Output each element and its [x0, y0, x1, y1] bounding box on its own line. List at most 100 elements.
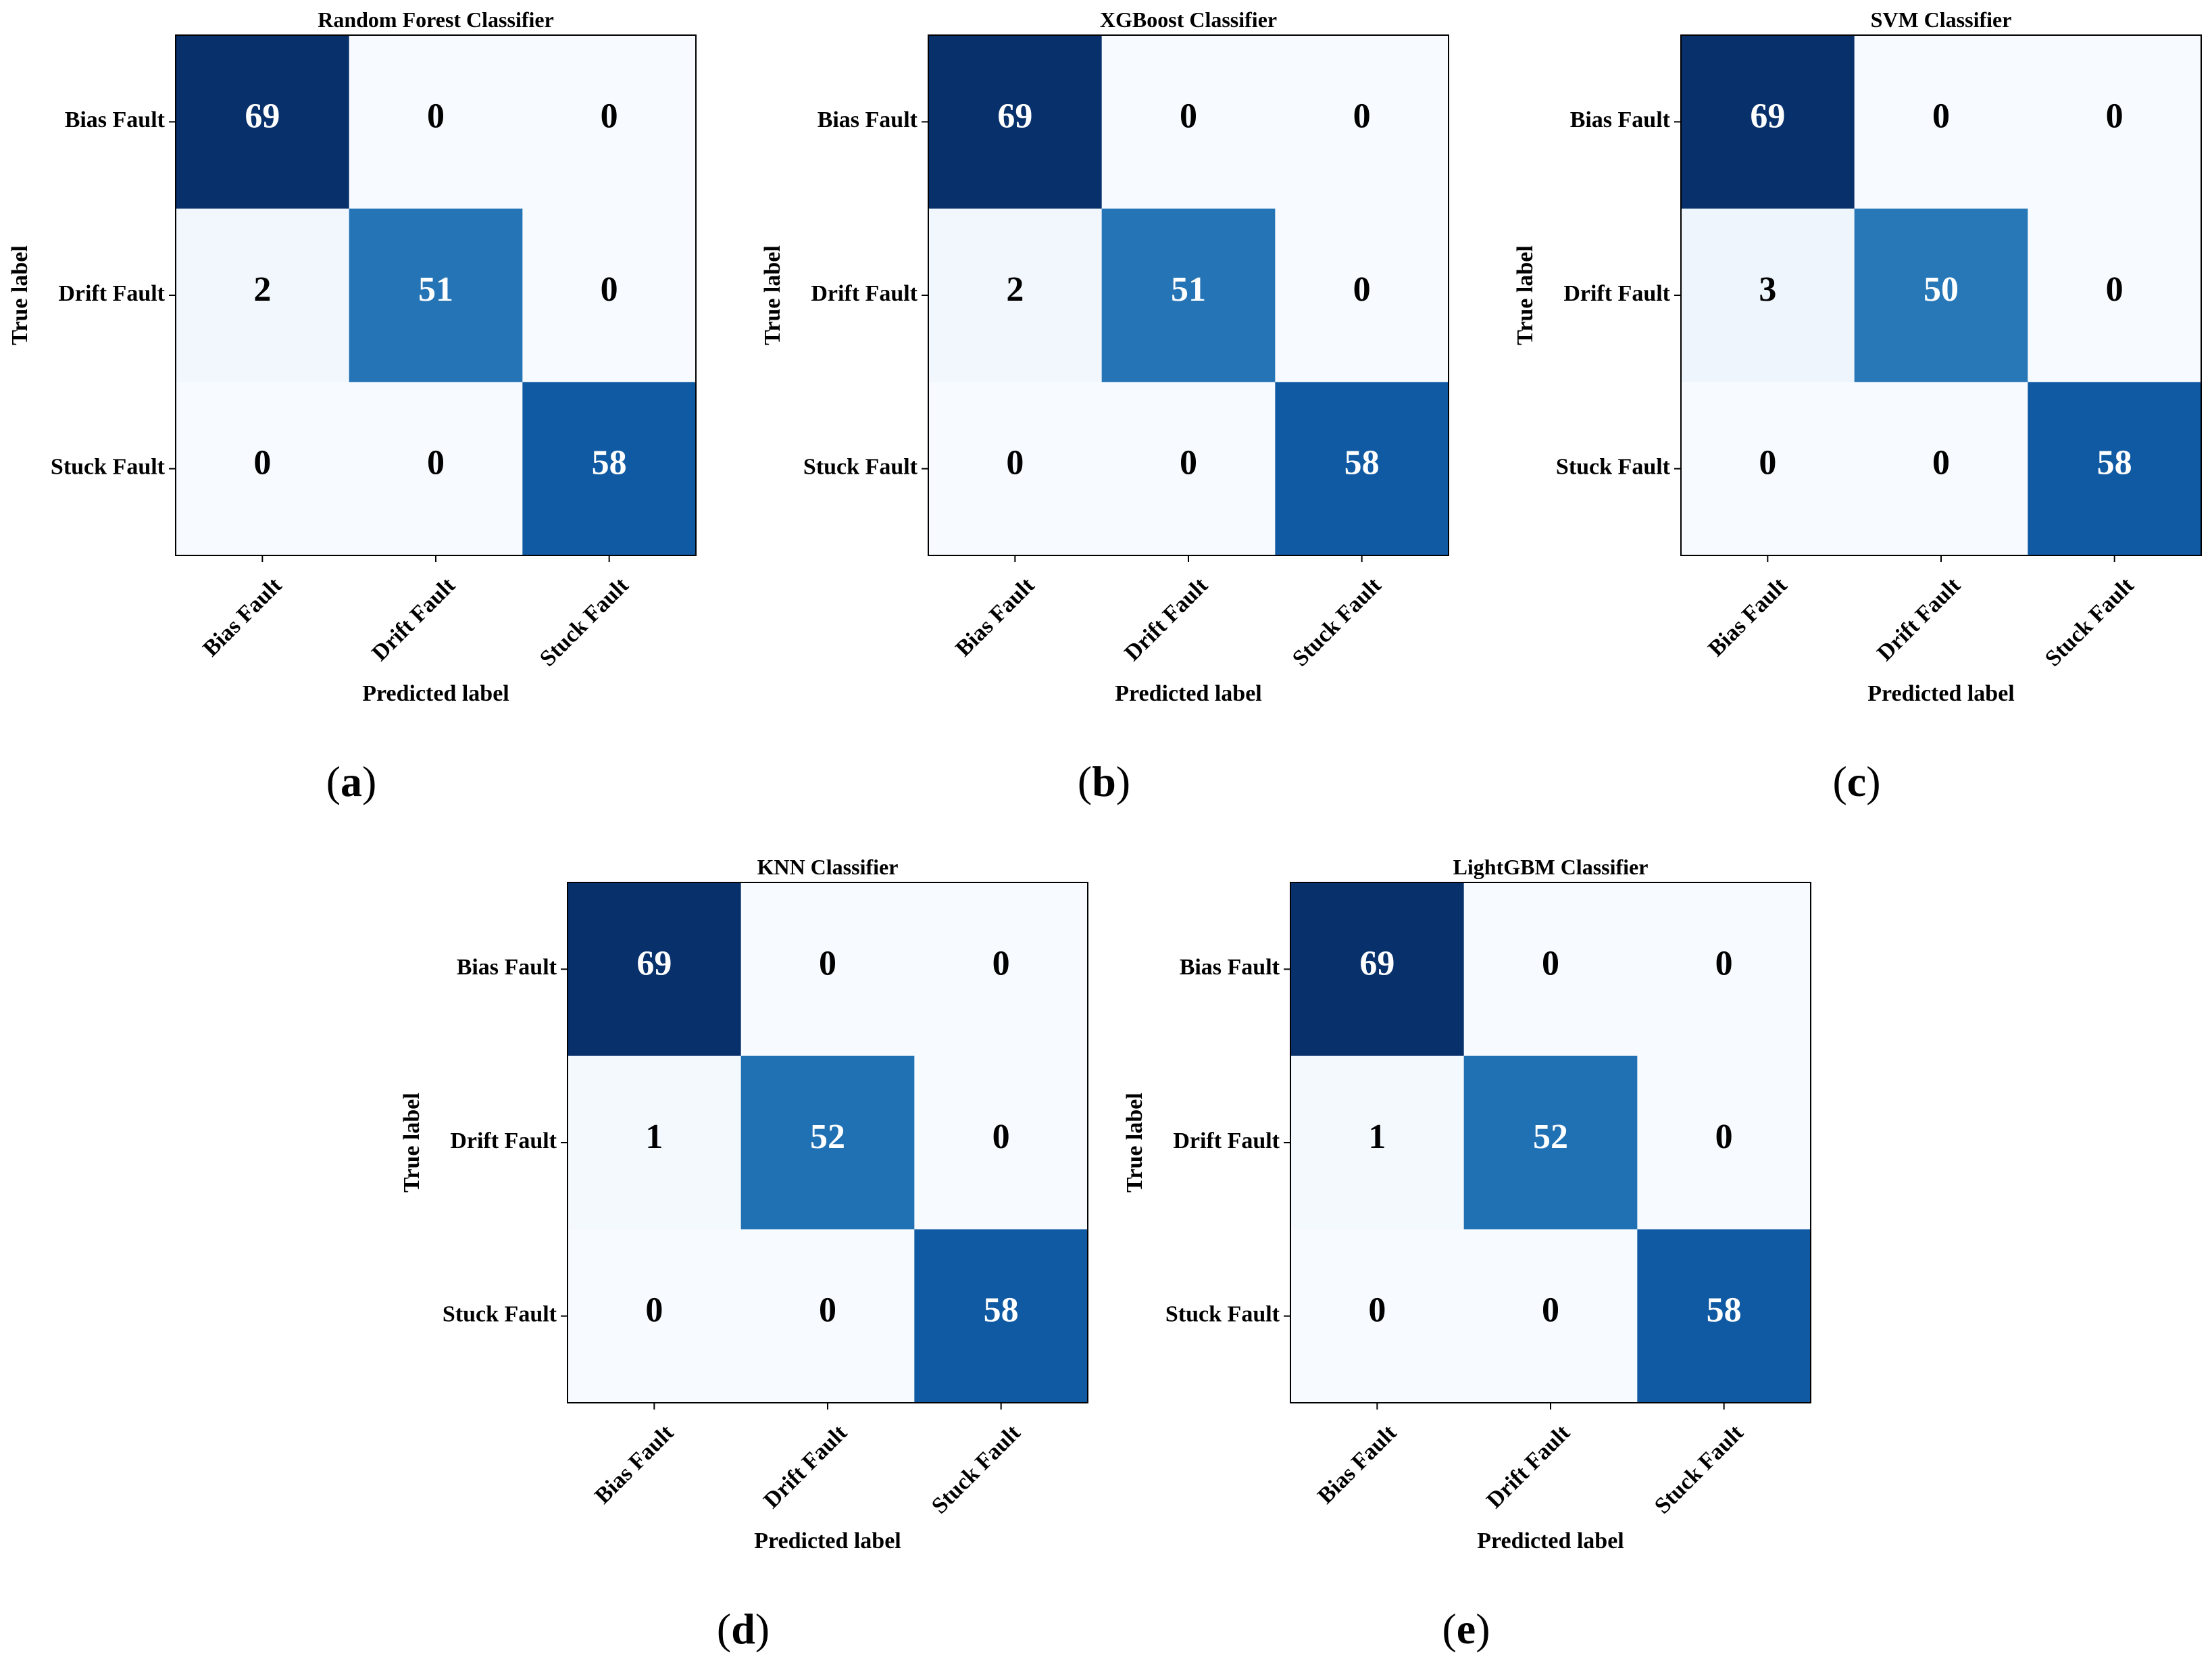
- matrix-cell: [1290, 1055, 1465, 1230]
- cell-value-label: 58: [1707, 1291, 1742, 1330]
- confusion-matrix-panel-4: 69 0 0 1 52 0 0 0 58 KNN Classifier Bias Fault Drif…: [399, 855, 1088, 1653]
- panel-title: Random Forest Classifier: [318, 7, 554, 32]
- matrix-cell: [1637, 882, 1811, 1057]
- y-tick-label: Stuck Fault: [1165, 1301, 1280, 1326]
- matrix-cell: [568, 1055, 742, 1230]
- y-axis-label: True label: [760, 245, 785, 345]
- matrix-cell: [522, 35, 697, 209]
- cell-value-label: 58: [592, 444, 627, 482]
- matrix-cell: [2028, 35, 2202, 209]
- matrix-cell: [1463, 1055, 1638, 1230]
- matrix-cell: [2028, 208, 2202, 382]
- cell-value-label: 0: [1542, 944, 1559, 982]
- x-tick-label: Stuck Fault: [927, 1420, 1026, 1518]
- matrix-cell: [1637, 1229, 1811, 1403]
- matrix-cell: [522, 382, 697, 556]
- matrix-cell: [1681, 382, 1855, 556]
- cell-value-label: 0: [1180, 97, 1197, 135]
- cell-value-label: 0: [1759, 444, 1776, 482]
- y-tick-label: Stuck Fault: [443, 1301, 557, 1326]
- x-axis-label: Predicted label: [1867, 681, 2015, 706]
- matrix-cell: [176, 208, 350, 382]
- x-tick-label: Drift Fault: [1120, 572, 1213, 666]
- matrix-cell: [1275, 208, 1449, 382]
- y-tick-label: Bias Fault: [457, 955, 557, 980]
- matrix-cell: [740, 1055, 915, 1230]
- y-tick-label: Bias Fault: [818, 107, 918, 132]
- cell-value-label: 3: [1759, 270, 1776, 309]
- cell-value-label: 0: [1353, 270, 1371, 309]
- y-tick-label: Stuck Fault: [1556, 454, 1671, 479]
- cell-value-label: 0: [1353, 97, 1371, 135]
- matrix-cell: [928, 208, 1103, 382]
- panel-caption: (e): [1442, 1605, 1490, 1653]
- x-axis-label: Predicted label: [362, 681, 509, 706]
- matrix-cell: [928, 35, 1103, 209]
- confusion-matrix-panel-2: 69 0 0 2 51 0 0 0 58 XGBoost Classifier Bias Fault…: [760, 7, 1449, 805]
- matrix-cell: [176, 35, 350, 209]
- cell-value-label: 58: [1344, 444, 1380, 482]
- x-axis-label: Predicted label: [754, 1528, 901, 1553]
- y-tick-label: Drift Fault: [58, 281, 165, 306]
- cell-value-label: 2: [253, 270, 271, 309]
- y-axis-label: True label: [7, 245, 32, 345]
- x-tick-label: Stuck Fault: [1650, 1420, 1749, 1518]
- x-tick-label: Bias Fault: [1703, 572, 1792, 662]
- matrix-cell: [1101, 35, 1276, 209]
- matrix-cell: [1681, 35, 1855, 209]
- cell-value-label: 0: [1932, 97, 1950, 135]
- matrix-cell: [349, 35, 523, 209]
- cell-value-label: 0: [1006, 444, 1024, 482]
- cell-value-label: 1: [1368, 1118, 1386, 1156]
- y-tick-label: Drift Fault: [1563, 281, 1670, 306]
- matrix-cell: [1637, 1055, 1811, 1230]
- matrix-cell: [2028, 382, 2202, 556]
- matrix-cell: [522, 208, 697, 382]
- matrix-cell: [1290, 1229, 1465, 1403]
- panel-title: KNN Classifier: [757, 855, 899, 879]
- cell-value-label: 58: [984, 1291, 1019, 1330]
- matrix-cell: [914, 1229, 1088, 1403]
- matrix-cell: [914, 882, 1088, 1057]
- cell-value-label: 0: [992, 1118, 1010, 1156]
- matrix-cell: [568, 882, 742, 1057]
- panel-title: SVM Classifier: [1871, 7, 2012, 32]
- matrix-cell: [1275, 382, 1449, 556]
- cell-value-label: 0: [1932, 444, 1950, 482]
- y-tick-label: Drift Fault: [450, 1128, 557, 1153]
- cell-value-label: 69: [1750, 97, 1785, 135]
- cell-value-label: 0: [2106, 270, 2123, 309]
- x-tick-label: Stuck Fault: [2040, 572, 2139, 671]
- cell-value-label: 51: [1171, 270, 1206, 309]
- y-tick-label: Bias Fault: [65, 107, 166, 132]
- y-tick-label: Drift Fault: [811, 281, 918, 306]
- cell-value-label: 50: [1924, 270, 1959, 309]
- panel-caption: (b): [1078, 757, 1130, 805]
- cell-value-label: 52: [810, 1118, 845, 1156]
- x-tick-label: Stuck Fault: [535, 572, 634, 671]
- x-tick-label: Bias Fault: [1313, 1420, 1402, 1509]
- cell-value-label: 2: [1006, 270, 1024, 309]
- matrix-cell: [914, 1055, 1088, 1230]
- confusion-matrix-panel-1: 69 0 0 2 51 0 0 0 58 Random Forest Classifier Bias…: [7, 7, 697, 805]
- matrix-cell: [740, 882, 915, 1057]
- matrix-cell: [1681, 208, 1855, 382]
- x-tick-label: Drift Fault: [1872, 572, 1965, 666]
- matrix-cell: [1290, 882, 1465, 1057]
- cell-value-label: 0: [601, 270, 618, 309]
- matrix-cell: [1463, 882, 1638, 1057]
- matrix-cell: [1854, 35, 2028, 209]
- cell-value-label: 0: [427, 97, 445, 135]
- matrix-cell: [1854, 382, 2028, 556]
- matrix-cell: [568, 1229, 742, 1403]
- matrix-cell: [1101, 382, 1276, 556]
- x-tick-label: Drift Fault: [759, 1420, 852, 1513]
- panel-caption: (d): [717, 1605, 770, 1653]
- cell-value-label: 0: [2106, 97, 2123, 135]
- cell-value-label: 0: [645, 1291, 663, 1330]
- x-tick-label: Bias Fault: [198, 572, 287, 662]
- cell-value-label: 51: [418, 270, 453, 309]
- cell-value-label: 1: [645, 1118, 663, 1156]
- panel-title: LightGBM Classifier: [1453, 855, 1649, 879]
- cell-value-label: 69: [1359, 944, 1394, 982]
